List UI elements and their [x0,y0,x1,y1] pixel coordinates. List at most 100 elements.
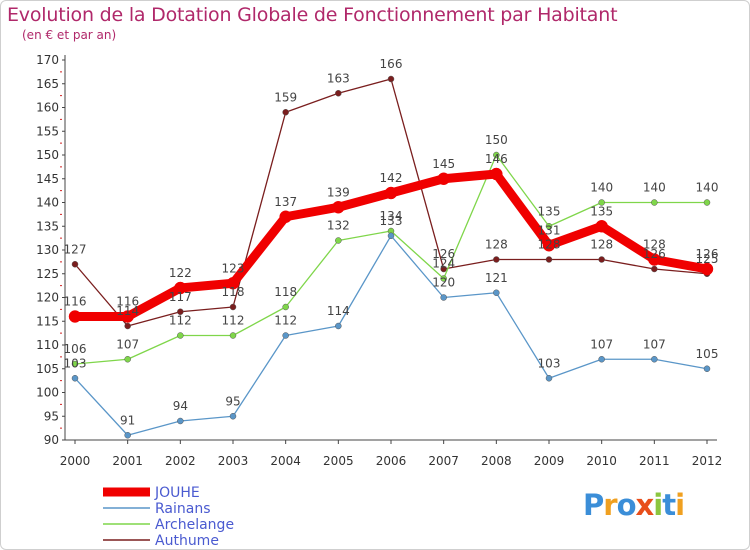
y-tick-label: 140 [36,196,59,210]
y-tick-label: 135 [36,219,59,233]
y-tick-label: 160 [36,101,59,115]
data-point-archelange [335,237,342,244]
data-point-rainans [651,356,658,363]
x-tick-label: 2003 [218,454,249,468]
data-label-authume: 126 [643,247,666,261]
chart-subtitle: (en € et par an) [22,28,117,42]
data-point-archelange [229,332,237,339]
data-label-archelange: 112 [169,314,192,328]
data-label-rainans: 112 [274,314,297,328]
data-point-authume [177,308,184,315]
data-label-rainans: 91 [120,413,135,427]
data-point-jouhe [437,172,450,185]
legend-label-authume: Authume [155,533,219,549]
data-label-jouhe: 139 [327,185,350,199]
x-tick-label: 2010 [586,454,617,468]
data-label-archelange: 106 [64,342,87,356]
data-point-archelange [282,303,289,311]
data-label-jouhe: 142 [380,171,403,185]
data-label-authume: 118 [222,285,245,299]
data-point-authume [545,256,553,263]
x-tick-label: 2012 [692,454,723,468]
data-label-archelange: 150 [485,133,508,147]
data-label-jouhe: 122 [169,266,192,280]
data-point-authume [282,109,289,116]
y-tick-label: 95 [44,409,59,423]
data-label-authume: 117 [169,290,192,304]
data-point-jouhe [384,186,398,200]
data-label-jouhe: 135 [590,204,613,218]
data-point-jouhe [648,253,661,266]
data-point-jouhe [279,210,292,223]
data-point-archelange [71,360,79,368]
logo-letter: o [616,488,637,522]
x-tick-label: 2006 [376,454,407,468]
data-label-archelange: 107 [116,337,139,351]
data-label-jouhe: 137 [274,195,297,209]
data-label-authume: 163 [327,71,350,85]
data-label-authume: 128 [538,238,561,252]
data-point-rainans [545,375,553,382]
data-point-authume [493,256,500,263]
data-point-authume [229,303,237,311]
x-tick-label: 2007 [428,454,459,468]
data-label-archelange: 124 [432,257,455,271]
data-point-rainans [703,365,711,372]
data-label-archelange: 140 [696,181,719,195]
data-label-rainans: 133 [380,214,403,228]
data-label-archelange: 140 [643,181,666,195]
y-tick-label: 105 [36,362,59,376]
x-tick-label: 2004 [270,454,301,468]
x-tick-label: 2002 [165,454,196,468]
data-label-jouhe: 116 [64,295,87,309]
data-label-jouhe: 116 [116,295,139,309]
data-point-authume [598,256,605,263]
x-tick-label: 2000 [60,454,91,468]
data-label-rainans: 121 [485,271,508,285]
data-point-jouhe [332,201,345,214]
data-label-rainans: 114 [327,304,350,318]
data-label-authume: 125 [696,252,719,266]
y-tick-label: 120 [36,291,59,305]
y-tick-label: 110 [36,338,59,352]
proxiti-logo: Proxiti [583,488,685,522]
data-label-jouhe: 131 [538,223,561,237]
data-point-rainans [598,356,605,363]
data-point-jouhe [121,310,134,323]
legend-label-rainans: Rainans [155,501,211,517]
data-label-jouhe: 126 [696,247,719,261]
logo-letter: t [662,488,676,522]
y-tick-label: 170 [36,53,59,67]
data-label-jouhe: 128 [643,238,666,252]
data-point-archelange [440,275,447,282]
data-label-rainans: 107 [590,337,613,351]
y-tick-label: 165 [36,77,59,91]
data-point-archelange [651,199,658,206]
y-tick-label: 125 [36,267,59,281]
data-point-archelange [493,151,500,159]
data-point-jouhe [68,310,82,323]
logo-letter: P [583,488,604,522]
data-label-jouhe: 145 [432,157,455,171]
data-label-rainans: 105 [696,347,719,361]
data-point-rainans [124,432,131,439]
x-tick-label: 2008 [481,454,512,468]
data-label-jouhe: 123 [222,261,245,275]
data-point-rainans [387,232,395,239]
data-point-authume [440,265,447,273]
data-label-rainans: 103 [538,356,561,370]
y-tick-label: 145 [36,172,59,186]
y-tick-label: 130 [36,243,59,257]
data-label-authume: 128 [485,238,508,252]
data-label-archelange: 132 [327,219,350,233]
data-point-authume [124,322,131,330]
data-label-archelange: 135 [538,204,561,218]
y-tick-label: 90 [44,433,59,447]
logo-letter: x [635,488,655,522]
y-tick-label: 150 [36,148,59,162]
data-point-rainans [493,289,500,296]
logo-letter: r [603,488,617,522]
data-label-archelange: 118 [274,285,297,299]
logo-letter: i [675,488,685,522]
data-label-rainans: 107 [643,337,666,351]
